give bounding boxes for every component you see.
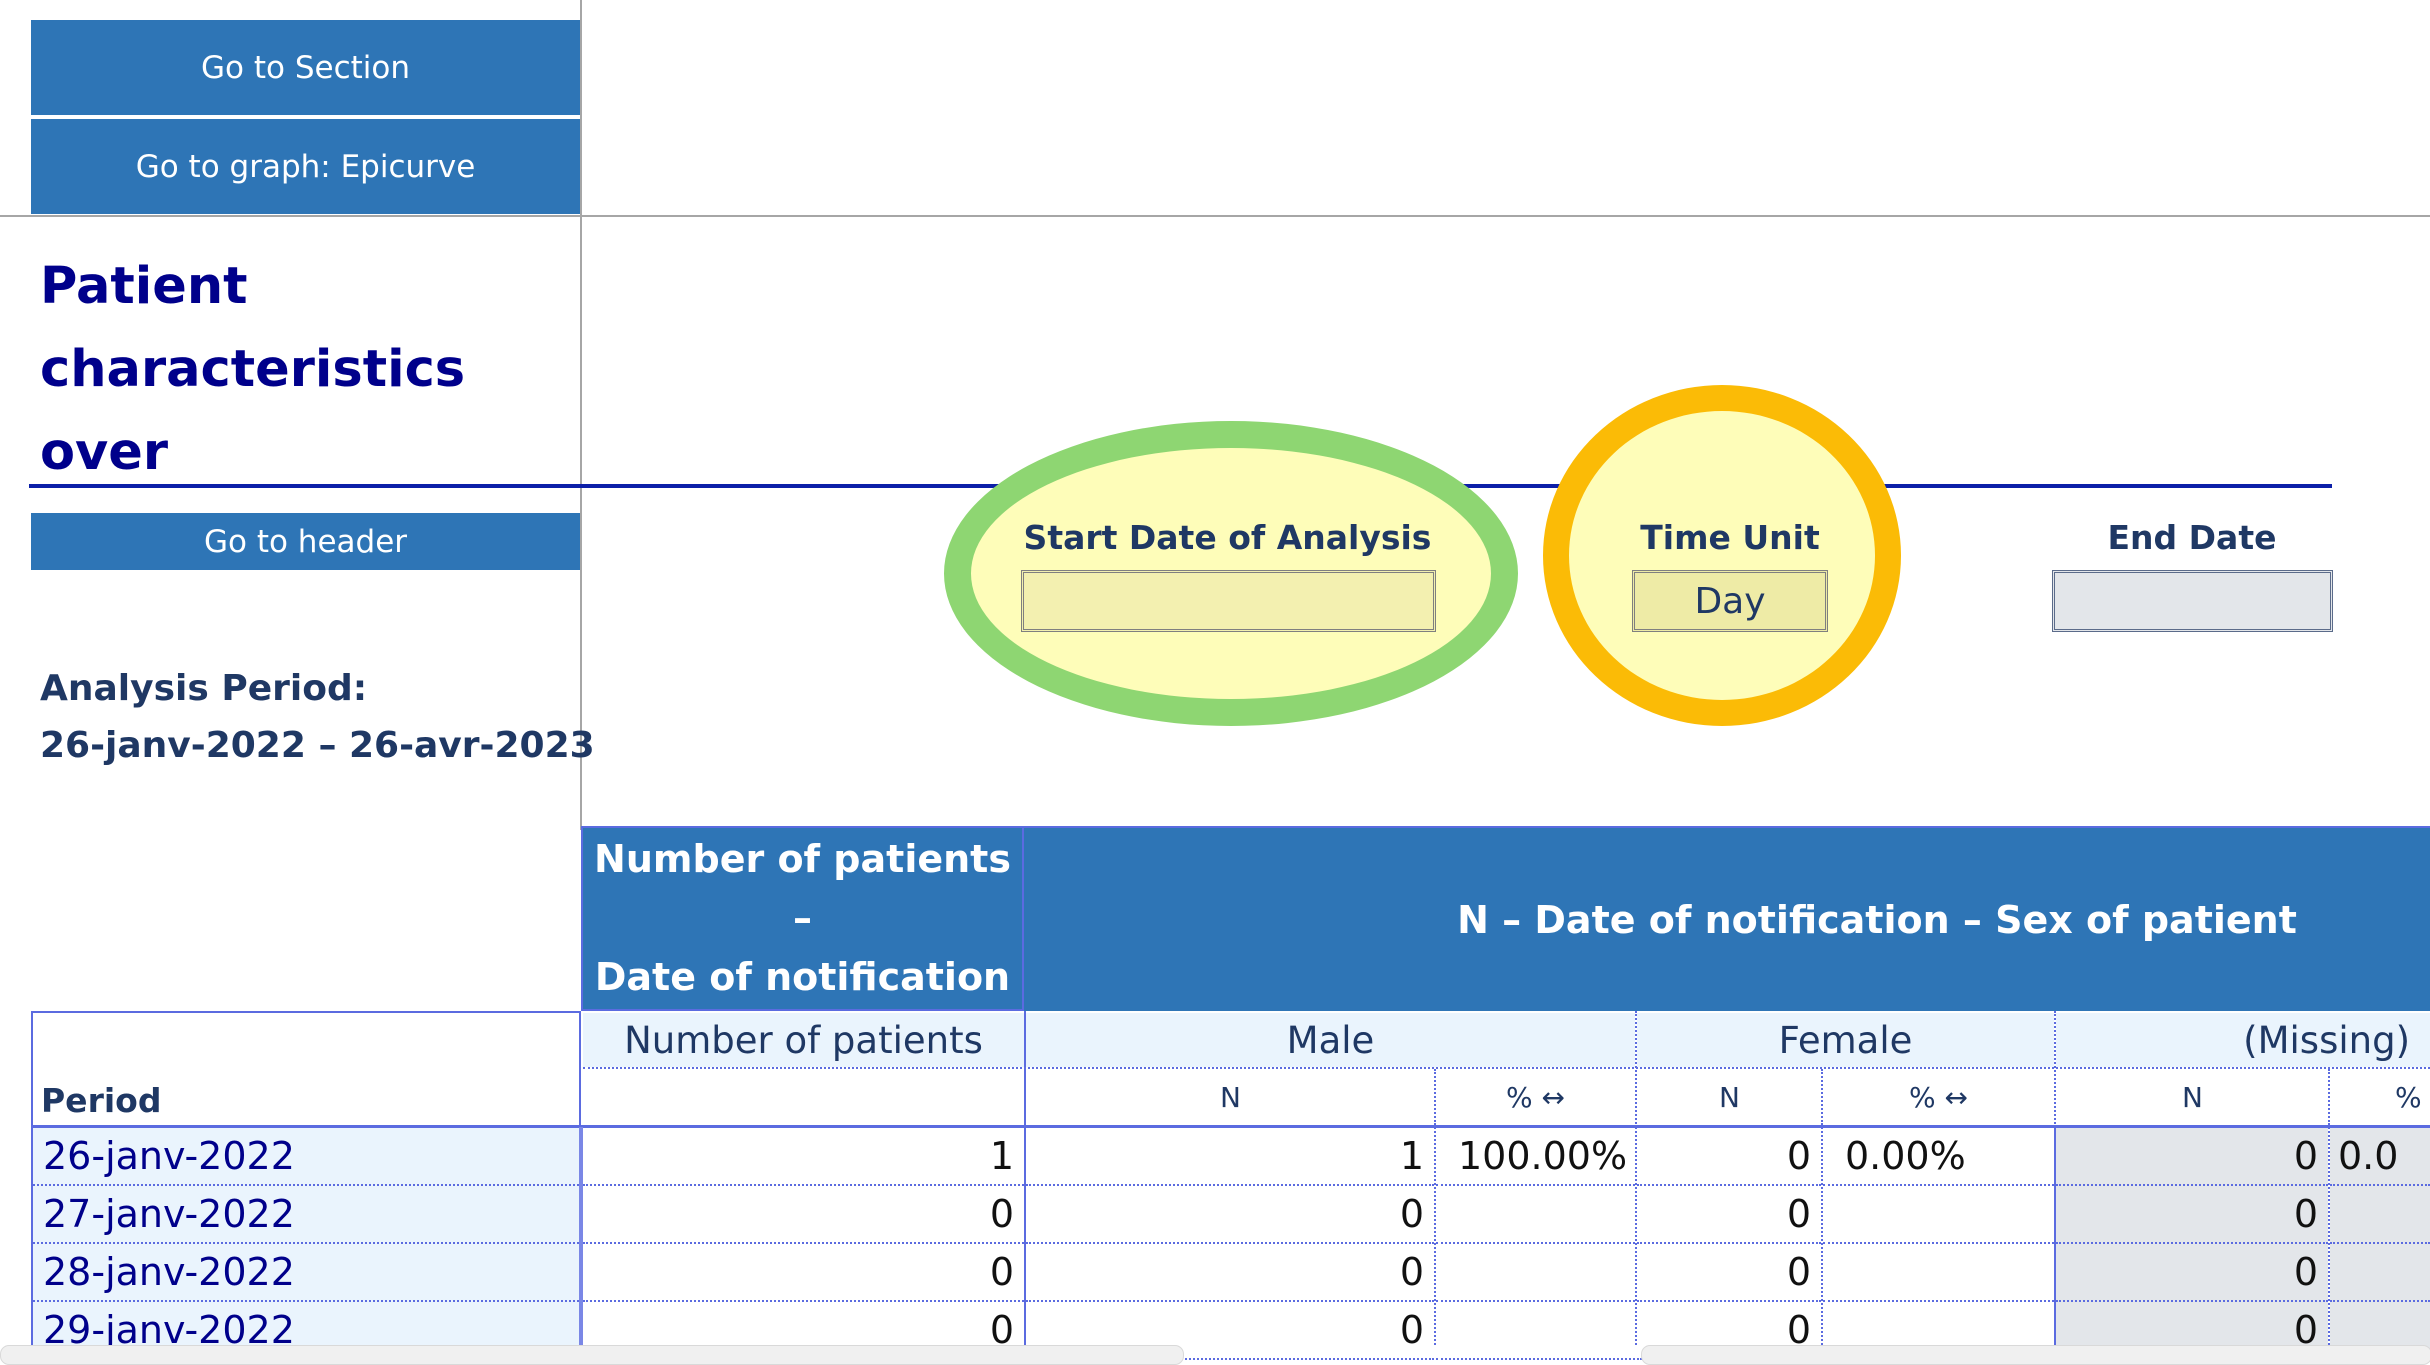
gridline (2328, 1069, 2330, 1125)
missing-n-cell[interactable]: 0 (2056, 1244, 2328, 1302)
end-date-label: End Date (2107, 518, 2277, 557)
horizontal-scrollbar-right[interactable] (1641, 1345, 2430, 1365)
end-date-input[interactable] (2052, 570, 2333, 632)
male-n-cell[interactable]: 0 (1026, 1186, 1434, 1244)
analysis-period-label: Analysis Period: (40, 668, 368, 709)
gridline (2328, 1127, 2330, 1345)
missing-pct-cell[interactable] (2330, 1244, 2430, 1302)
female-pct-cell[interactable] (1823, 1186, 2054, 1244)
nhdr-female-pct: % ↔ (1823, 1069, 2054, 1125)
go-to-section-button[interactable]: Go to Section (31, 20, 580, 115)
subheader-male: Male (1026, 1013, 1635, 1067)
female-n-cell[interactable]: 0 (1637, 1244, 1821, 1302)
female-n-cell[interactable]: 0 (1637, 1128, 1821, 1186)
section-title-line2: characteristics over (40, 340, 466, 482)
period-cell[interactable]: 26-janv-2022 (33, 1128, 579, 1186)
total-cell[interactable]: 1 (583, 1128, 1024, 1186)
subheader-number-of-patients: Number of patients (583, 1013, 1024, 1067)
time-unit-select[interactable]: Day (1632, 570, 1828, 632)
analysis-period: Analysis Period: 26-janv-2022 – 26-avr-2… (40, 660, 595, 774)
gridline (579, 1127, 583, 1345)
period-cell[interactable]: 27-janv-2022 (33, 1186, 579, 1244)
period-header: Period (31, 1011, 581, 1127)
total-cell[interactable]: 0 (583, 1186, 1024, 1244)
group-header-text: N – Date of notification – Sex of patien… (1457, 897, 2297, 942)
gridline (1821, 1069, 1823, 1125)
nhdr-total-blank (583, 1069, 1024, 1125)
nhdr-missing-n: N (2056, 1069, 2329, 1125)
missing-n-cell[interactable]: 0 (2056, 1128, 2328, 1186)
missing-pct-cell[interactable]: 0.0 (2330, 1128, 2430, 1186)
go-to-graph-epicurve-button[interactable]: Go to graph: Epicurve (31, 119, 580, 214)
gridline (1821, 1127, 1823, 1345)
female-n-cell[interactable]: 0 (1637, 1186, 1821, 1244)
subheader-missing: (Missing) (2056, 1013, 2430, 1067)
gridline (583, 1067, 2430, 1069)
nhdr-female-n: N (1637, 1069, 1822, 1125)
top-section-divider (0, 215, 2430, 217)
gridline (1635, 1127, 1637, 1345)
gridline (1024, 1011, 1026, 1127)
total-cell[interactable]: 0 (583, 1244, 1024, 1302)
period-cell[interactable]: 28-janv-2022 (33, 1244, 579, 1302)
gridline (1434, 1069, 1436, 1125)
male-pct-cell[interactable] (1436, 1302, 1635, 1360)
nhdr-missing-pct: % (2330, 1069, 2430, 1125)
gridline (31, 1127, 33, 1345)
male-pct-cell[interactable]: 100.00% (1436, 1128, 1635, 1186)
subheader-female: Female (1637, 1013, 2054, 1067)
female-pct-cell[interactable] (1823, 1244, 2054, 1302)
male-n-cell[interactable]: 1 (1026, 1128, 1434, 1186)
number-of-patients-header-line1: Number of patients – (594, 837, 1011, 940)
start-date-label: Start Date of Analysis (1023, 518, 1432, 557)
group-header: N – Date of notification – Sex of patien… (1024, 826, 2430, 1011)
male-pct-cell[interactable] (1436, 1186, 1635, 1244)
analysis-period-value: 26-janv-2022 – 26-avr-2023 (40, 725, 595, 766)
section-title-line1: Patient (40, 257, 248, 316)
gridline (1434, 1127, 1436, 1345)
nhdr-male-pct: % ↔ (1436, 1069, 1635, 1125)
gridline (2054, 1127, 2056, 1345)
gridline (1635, 1011, 1637, 1127)
number-of-patients-header: Number of patients – Date of notificatio… (581, 826, 1024, 1011)
time-unit-label: Time Unit (1640, 518, 1820, 557)
left-column-divider (580, 0, 582, 830)
male-pct-cell[interactable] (1436, 1244, 1635, 1302)
period-label: Period (41, 1081, 162, 1120)
female-pct-cell[interactable]: 0.00% (1823, 1128, 2054, 1186)
start-date-input[interactable] (1021, 570, 1436, 632)
header-bottom-border (31, 1125, 2430, 1128)
horizontal-scrollbar-left[interactable] (0, 1345, 1184, 1365)
missing-n-cell[interactable]: 0 (2056, 1186, 2328, 1244)
gridline (1024, 1127, 1026, 1345)
male-n-cell[interactable]: 0 (1026, 1244, 1434, 1302)
number-of-patients-header-line2: Date of notification (594, 955, 1011, 999)
nhdr-male-n: N (1026, 1069, 1435, 1125)
missing-pct-cell[interactable] (2330, 1186, 2430, 1244)
gridline (2054, 1011, 2056, 1127)
go-to-header-button[interactable]: Go to header (31, 513, 580, 570)
